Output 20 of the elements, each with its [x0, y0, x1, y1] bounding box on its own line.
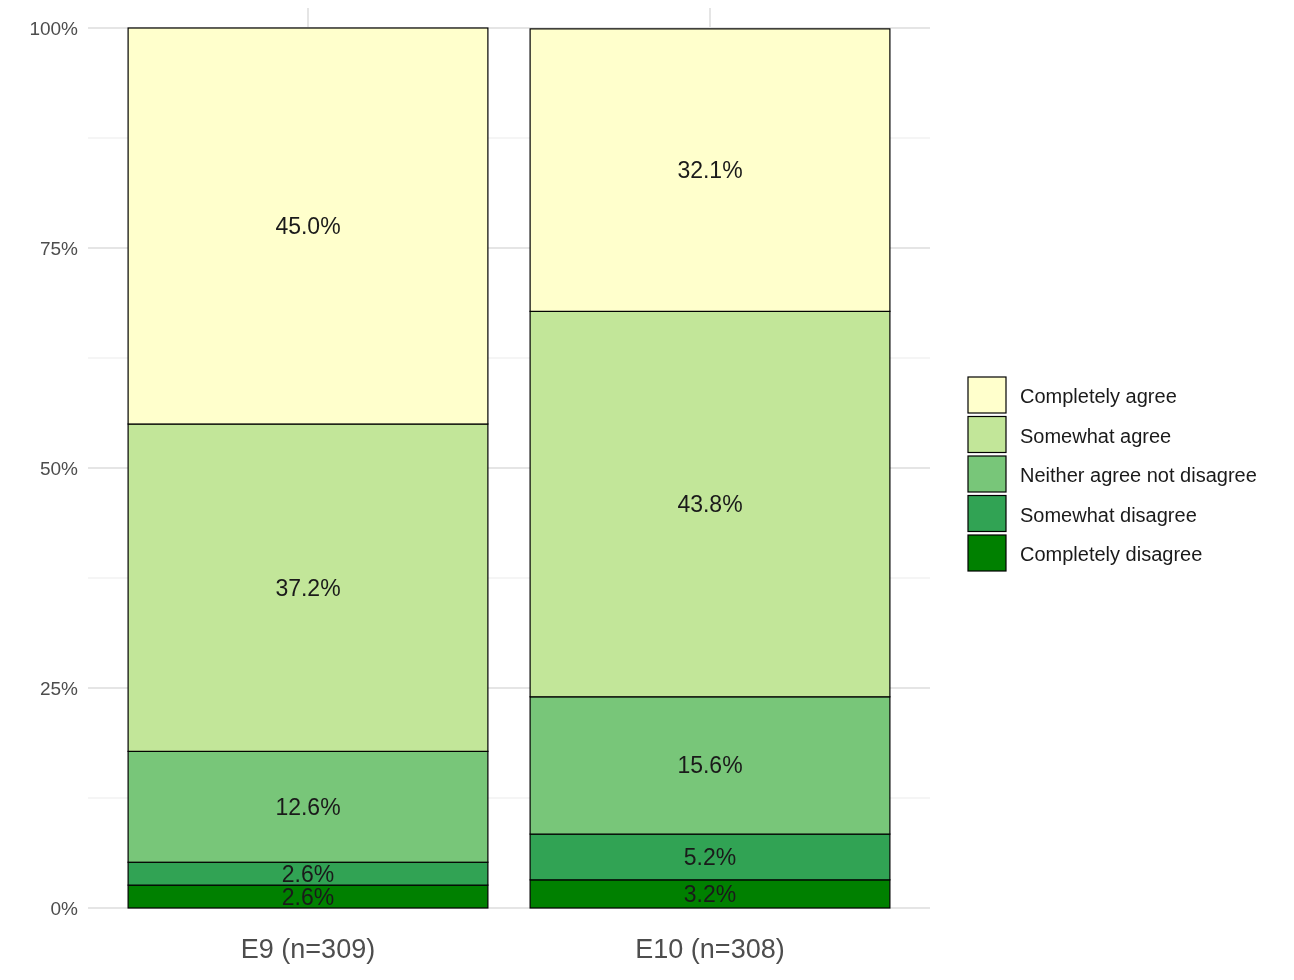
- data-label: 5.2%: [683, 844, 737, 871]
- y-tick-label: 0%: [50, 897, 79, 919]
- data-label: 45.0%: [275, 213, 341, 240]
- data-label: 12.6%: [275, 793, 341, 820]
- data-label: 43.8%: [677, 491, 743, 518]
- legend-label: Neither agree not disagree: [1020, 464, 1257, 486]
- data-label: 32.1%: [677, 157, 743, 184]
- y-tick-label: 50%: [39, 457, 79, 479]
- data-label: 3.2%: [683, 880, 737, 907]
- y-tick-label: 100%: [29, 17, 79, 39]
- data-label: 15.6%: [677, 752, 743, 779]
- legend-label: Somewhat agree: [1020, 424, 1172, 447]
- y-tick-label: 25%: [39, 677, 79, 699]
- y-tick-label: 75%: [39, 237, 79, 259]
- data-label: 37.2%: [275, 574, 341, 601]
- legend-label: Somewhat disagree: [1020, 503, 1197, 526]
- x-tick-label: E9 (n=309): [240, 934, 376, 964]
- legend-label: Completely disagree: [1020, 543, 1203, 565]
- legend-label: Completely agree: [1020, 385, 1177, 407]
- x-tick-label: E10 (n=308): [635, 934, 785, 964]
